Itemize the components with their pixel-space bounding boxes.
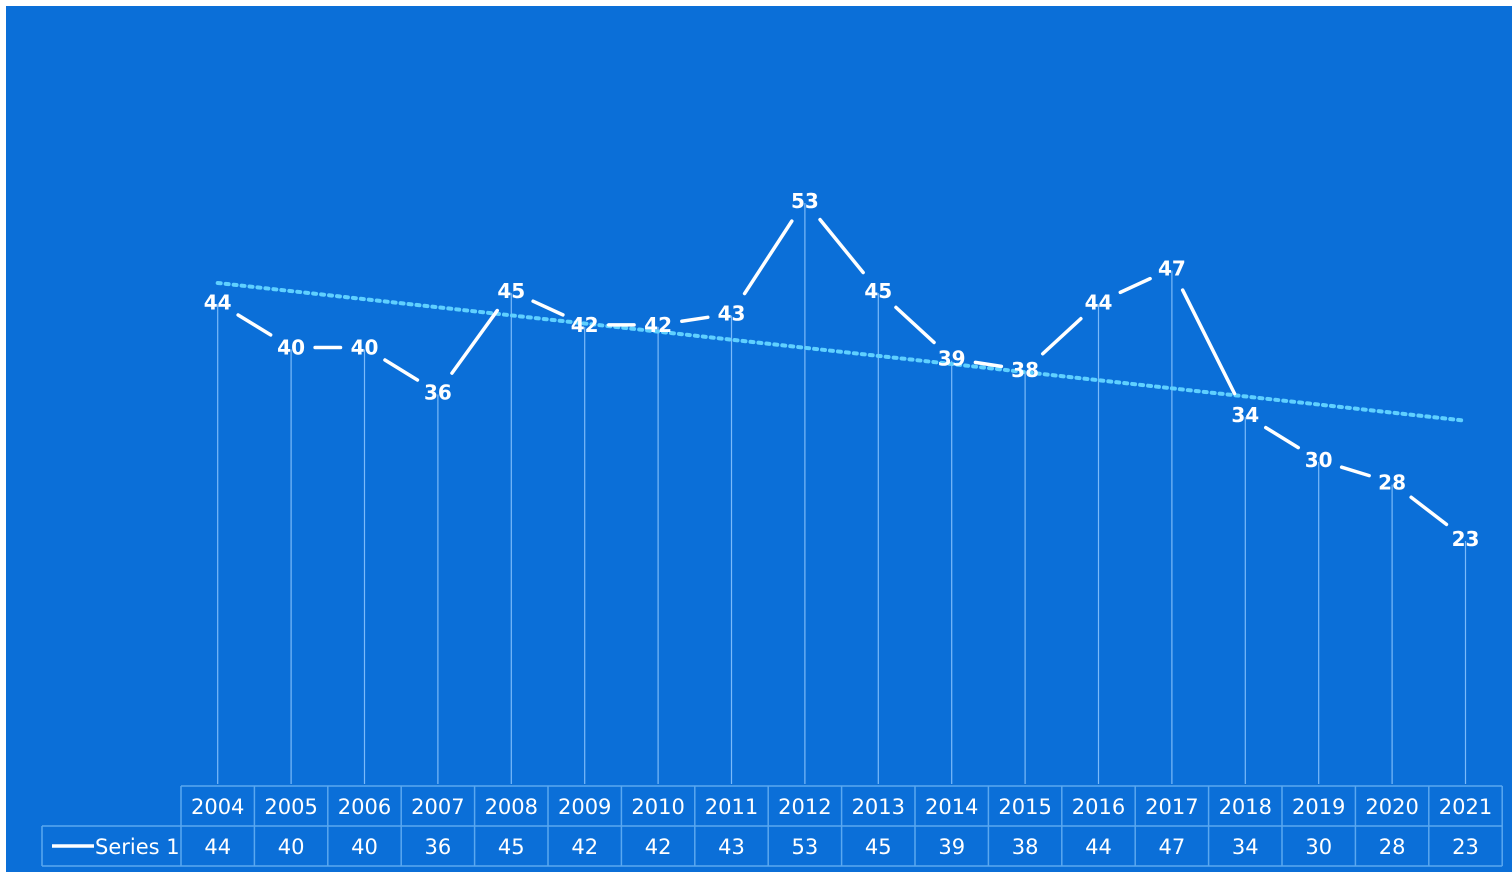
table-value-2008: 45 xyxy=(498,835,525,859)
data-label-2010: 42 xyxy=(644,313,672,337)
series-segment-2016-2017 xyxy=(1118,276,1152,295)
data-label-2006: 40 xyxy=(351,335,379,359)
data-label-2018: 34 xyxy=(1231,403,1259,427)
data-label-2013: 45 xyxy=(864,279,892,303)
table-value-2013: 45 xyxy=(865,835,892,859)
table-value-2017: 47 xyxy=(1159,835,1186,859)
series-segment-2018-2019 xyxy=(1264,425,1300,450)
x-tick-label-2008: 2008 xyxy=(485,795,538,819)
data-label-2020: 28 xyxy=(1378,471,1406,495)
legend-label-series-1: Series 1 xyxy=(95,835,180,859)
data-label-2005: 40 xyxy=(277,335,305,359)
x-tick-label-2011: 2011 xyxy=(705,795,758,819)
data-label-2011: 43 xyxy=(718,302,746,326)
chart-frame: 44 40 40 36 45 42 42 43 53 45 39 38 44 47 34 30 28 23 200… xyxy=(6,6,1512,872)
x-tick-label-2007: 2007 xyxy=(411,795,464,819)
table-value-2010: 42 xyxy=(645,835,672,859)
x-tick-label-2004: 2004 xyxy=(191,795,244,819)
trendline xyxy=(215,280,1468,423)
data-label-2016: 44 xyxy=(1085,290,1113,314)
x-tick-label-2018: 2018 xyxy=(1219,795,1272,819)
table-value-2015: 38 xyxy=(1012,835,1039,859)
x-tick-label-2014: 2014 xyxy=(925,795,978,819)
table-value-2012: 53 xyxy=(792,835,819,859)
x-tick-label-2012: 2012 xyxy=(778,795,831,819)
data-label-2004: 44 xyxy=(204,290,232,314)
table-value-2020: 28 xyxy=(1379,835,1406,859)
table-value-2019: 30 xyxy=(1305,835,1332,859)
data-label-2015: 38 xyxy=(1011,358,1039,382)
table-value-2005: 40 xyxy=(278,835,305,859)
line-chart: 44 40 40 36 45 42 42 43 53 45 39 38 44 47 34 30 28 23 200… xyxy=(41,189,1503,867)
data-label-2021: 23 xyxy=(1452,527,1480,551)
series-segment-2014-2015 xyxy=(973,360,1004,369)
x-tick-label-2019: 2019 xyxy=(1292,795,1345,819)
data-label-2017: 47 xyxy=(1158,257,1186,281)
series-segment-2008-2009 xyxy=(531,299,565,317)
series-segment-2012-2013 xyxy=(818,217,865,275)
table-value-2007: 36 xyxy=(425,835,452,859)
data-label-2009: 42 xyxy=(571,313,599,337)
x-tick-label-2021: 2021 xyxy=(1439,795,1492,819)
series-segment-2019-2020 xyxy=(1339,465,1371,478)
drop-lines xyxy=(217,203,1467,784)
series-segment-2007-2008 xyxy=(450,308,499,375)
x-tick-label-2020: 2020 xyxy=(1365,795,1418,819)
series-segment-2020-2021 xyxy=(1409,495,1449,527)
series-segment-2013-2014 xyxy=(894,305,936,345)
series-segment-2015-2016 xyxy=(1041,316,1083,356)
table-value-2004: 44 xyxy=(204,835,231,859)
table-value-2014: 39 xyxy=(938,835,965,859)
x-tick-label-2017: 2017 xyxy=(1145,795,1198,819)
series-segment-2010-2011 xyxy=(680,315,710,324)
x-tick-label-2015: 2015 xyxy=(998,795,1051,819)
series-segment-2006-2007 xyxy=(383,358,420,382)
series-line-group xyxy=(236,217,1449,527)
x-tick-label-2009: 2009 xyxy=(558,795,611,819)
data-label-2007: 36 xyxy=(424,381,452,405)
table-value-2018: 34 xyxy=(1232,835,1259,859)
table-value-2006: 40 xyxy=(351,835,378,859)
data-label-2012: 53 xyxy=(791,189,819,213)
x-tick-label-2013: 2013 xyxy=(852,795,905,819)
table-value-2016: 44 xyxy=(1085,835,1112,859)
trendline-group xyxy=(215,280,1468,423)
data-labels: 44 40 40 36 45 42 42 43 53 45 39 38 44 47 34 30 28 23 xyxy=(204,189,1480,551)
table-value-2011: 43 xyxy=(718,835,745,859)
data-label-2014: 39 xyxy=(938,347,966,371)
x-tick-label-2006: 2006 xyxy=(338,795,391,819)
x-tick-label-2005: 2005 xyxy=(264,795,317,819)
x-tick-label-2010: 2010 xyxy=(631,795,684,819)
table-value-2021: 23 xyxy=(1452,835,1479,859)
data-table: 2004 44 2005 40 2006 40 2007 36 2008 45 2009 42 2010… xyxy=(41,785,1503,867)
x-tick-label-2016: 2016 xyxy=(1072,795,1125,819)
table-value-2009: 42 xyxy=(571,835,598,859)
series-segment-2011-2012 xyxy=(742,219,794,296)
data-label-2019: 30 xyxy=(1305,448,1333,472)
data-label-2008: 45 xyxy=(497,279,525,303)
series-segment-2004-2005 xyxy=(236,313,273,337)
series-segment-2017-2018 xyxy=(1180,288,1237,396)
